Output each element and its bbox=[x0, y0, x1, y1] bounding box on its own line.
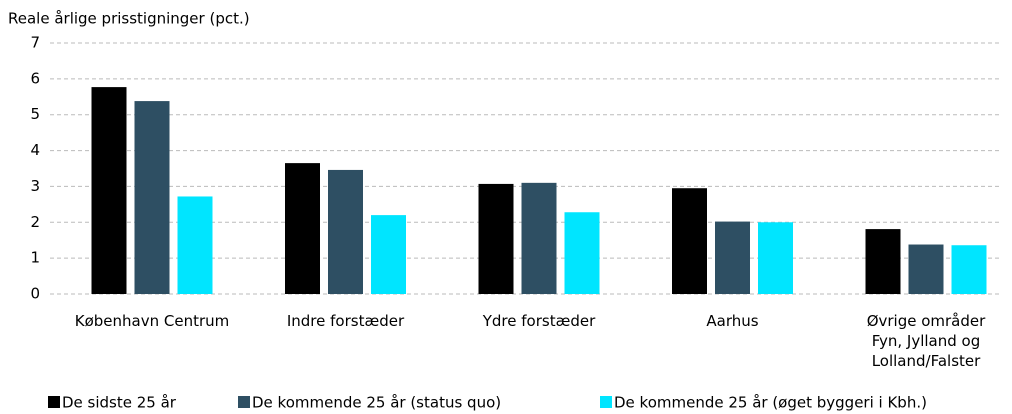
bar bbox=[865, 229, 901, 294]
y-tick-label: 5 bbox=[30, 105, 40, 123]
y-tick-label: 3 bbox=[30, 177, 40, 195]
y-tick-label: 6 bbox=[30, 69, 40, 87]
bar bbox=[564, 212, 600, 294]
bar bbox=[951, 245, 987, 294]
bar bbox=[177, 196, 213, 294]
x-tick-label: København Centrum bbox=[74, 312, 230, 330]
legend-label: De kommende 25 år (øget byggeri i Kbh.) bbox=[614, 394, 927, 412]
bar bbox=[908, 244, 944, 294]
x-tick-label: Øvrige områder Fyn, Jylland og Lolland/F… bbox=[866, 312, 986, 370]
chart-title: Reale årlige prisstigninger (pct.) bbox=[8, 10, 250, 28]
legend-label: De kommende 25 år (status quo) bbox=[252, 394, 501, 412]
bar bbox=[134, 101, 170, 295]
y-tick-label: 0 bbox=[30, 285, 40, 303]
y-tick-label: 2 bbox=[30, 213, 40, 231]
bar bbox=[715, 221, 750, 294]
bar bbox=[285, 163, 320, 294]
x-tick-label: Ydre forstæder bbox=[482, 312, 596, 330]
legend-swatch bbox=[600, 396, 612, 408]
y-tick-label: 4 bbox=[30, 141, 40, 159]
bar bbox=[328, 169, 363, 294]
legend-swatch bbox=[48, 396, 60, 408]
bar bbox=[371, 215, 406, 294]
legend-swatch bbox=[238, 396, 250, 408]
bar bbox=[478, 183, 514, 294]
bar bbox=[672, 188, 707, 294]
legend-label: De sidste 25 år bbox=[62, 394, 177, 412]
x-tick-label: Aarhus bbox=[706, 312, 759, 330]
x-tick-label: Indre forstæder bbox=[286, 312, 405, 330]
bar bbox=[521, 182, 557, 294]
bar bbox=[758, 222, 793, 294]
y-tick-label: 7 bbox=[30, 34, 40, 52]
y-tick-label: 1 bbox=[30, 249, 40, 267]
bar bbox=[91, 87, 127, 295]
